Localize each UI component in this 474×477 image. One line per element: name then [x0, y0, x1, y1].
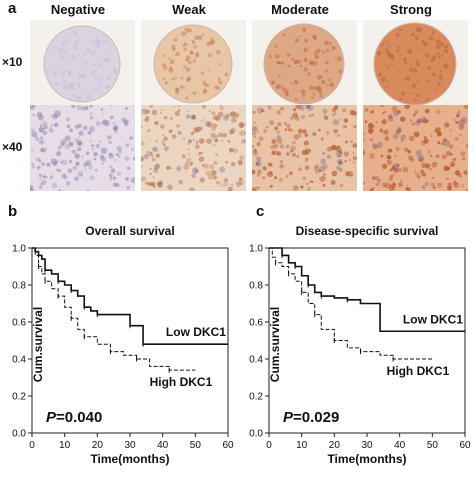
- x-tick-label: 60: [222, 440, 234, 451]
- y-tick-label: 1.0: [12, 244, 26, 255]
- x-tick-label: 60: [459, 440, 471, 451]
- low-dkc1-curve: [32, 247, 228, 345]
- overall-survival-chart: Overall survival 0.0 0.2 0.4 0.6 0.8 1.0 0 10 20 3…: [12, 224, 234, 466]
- column-header-strong: Strong: [390, 2, 432, 17]
- chart-title: Disease-specific survival: [296, 224, 439, 238]
- y-tick-label: 1.0: [249, 244, 263, 255]
- high-dkc1-curve: [269, 247, 433, 360]
- y-tick-label: 0.4: [249, 355, 263, 366]
- x-axis-label: Time(months): [327, 452, 406, 466]
- high-dkc1-label: High DKC1: [387, 364, 450, 378]
- tissue-weak-x40: [141, 105, 246, 191]
- low-dkc1-curve: [269, 247, 465, 333]
- y-tick-label: 0.0: [12, 429, 26, 440]
- x-tick-label: 20: [92, 440, 104, 451]
- x-tick-label: 30: [361, 440, 373, 451]
- tma-core-weak-x10: [141, 20, 246, 106]
- panel-a-letter: a: [8, 0, 17, 17]
- plot-frame: [31, 247, 229, 434]
- x-tick-label: 30: [124, 440, 136, 451]
- y-tick-label: 0.6: [12, 318, 26, 329]
- y-axis-label: Cum.survival: [268, 307, 282, 382]
- tma-core-strong-x10: [363, 20, 468, 106]
- tissue-negative-x40: [30, 105, 135, 191]
- plot-frame: [268, 247, 466, 434]
- x-tick-label: 0: [29, 440, 35, 451]
- x-tick-label: 50: [427, 440, 439, 451]
- panel-b-letter: b: [8, 203, 18, 220]
- tissue-moderate-x40: [252, 105, 357, 191]
- y-axis-label: Cum.survival: [31, 307, 45, 382]
- y-tick-label: 0.4: [12, 355, 26, 366]
- x-axis-label: Time(months): [90, 452, 169, 466]
- chart-title: Overall survival: [85, 224, 174, 238]
- y-tick-label: 0.2: [12, 392, 26, 403]
- x-tick-label: 40: [394, 440, 406, 451]
- panel-c-letter: c: [256, 203, 265, 220]
- x-tick-label: 10: [296, 440, 308, 451]
- p-value-annotation: P=0.040: [46, 409, 102, 426]
- y-tick-label: 0.8: [249, 281, 263, 292]
- x-tick-label: 40: [157, 440, 169, 451]
- column-header-negative: Negative: [50, 2, 106, 17]
- row-label-x10: ×10: [2, 55, 23, 69]
- row-label-x40: ×40: [2, 140, 23, 154]
- y-tick-label: 0.0: [249, 429, 263, 440]
- x-tick-label: 10: [59, 440, 71, 451]
- y-tick-label: 0.8: [12, 281, 26, 292]
- low-dkc1-label: Low DKC1: [403, 312, 463, 326]
- low-dkc1-label: Low DKC1: [166, 325, 226, 339]
- x-tick-label: 50: [190, 440, 202, 451]
- p-value-annotation: P=0.029: [283, 409, 339, 426]
- high-dkc1-curve: [32, 247, 196, 371]
- y-tick-label: 0.2: [249, 392, 263, 403]
- high-dkc1-label: High DKC1: [150, 375, 213, 389]
- disease-specific-survival-chart: Disease-specific survival 0.0 0.2 0.4 0.6 0.8…: [249, 224, 471, 466]
- tissue-strong-x40: [363, 105, 468, 191]
- column-header-weak: Weak: [172, 2, 206, 17]
- y-tick-label: 0.6: [249, 318, 263, 329]
- tma-core-negative-x10: [30, 20, 135, 106]
- tma-core-moderate-x10: [252, 20, 357, 106]
- x-tick-label: 0: [266, 440, 272, 451]
- x-tick-label: 20: [329, 440, 341, 451]
- column-header-moderate: Moderate: [271, 2, 329, 17]
